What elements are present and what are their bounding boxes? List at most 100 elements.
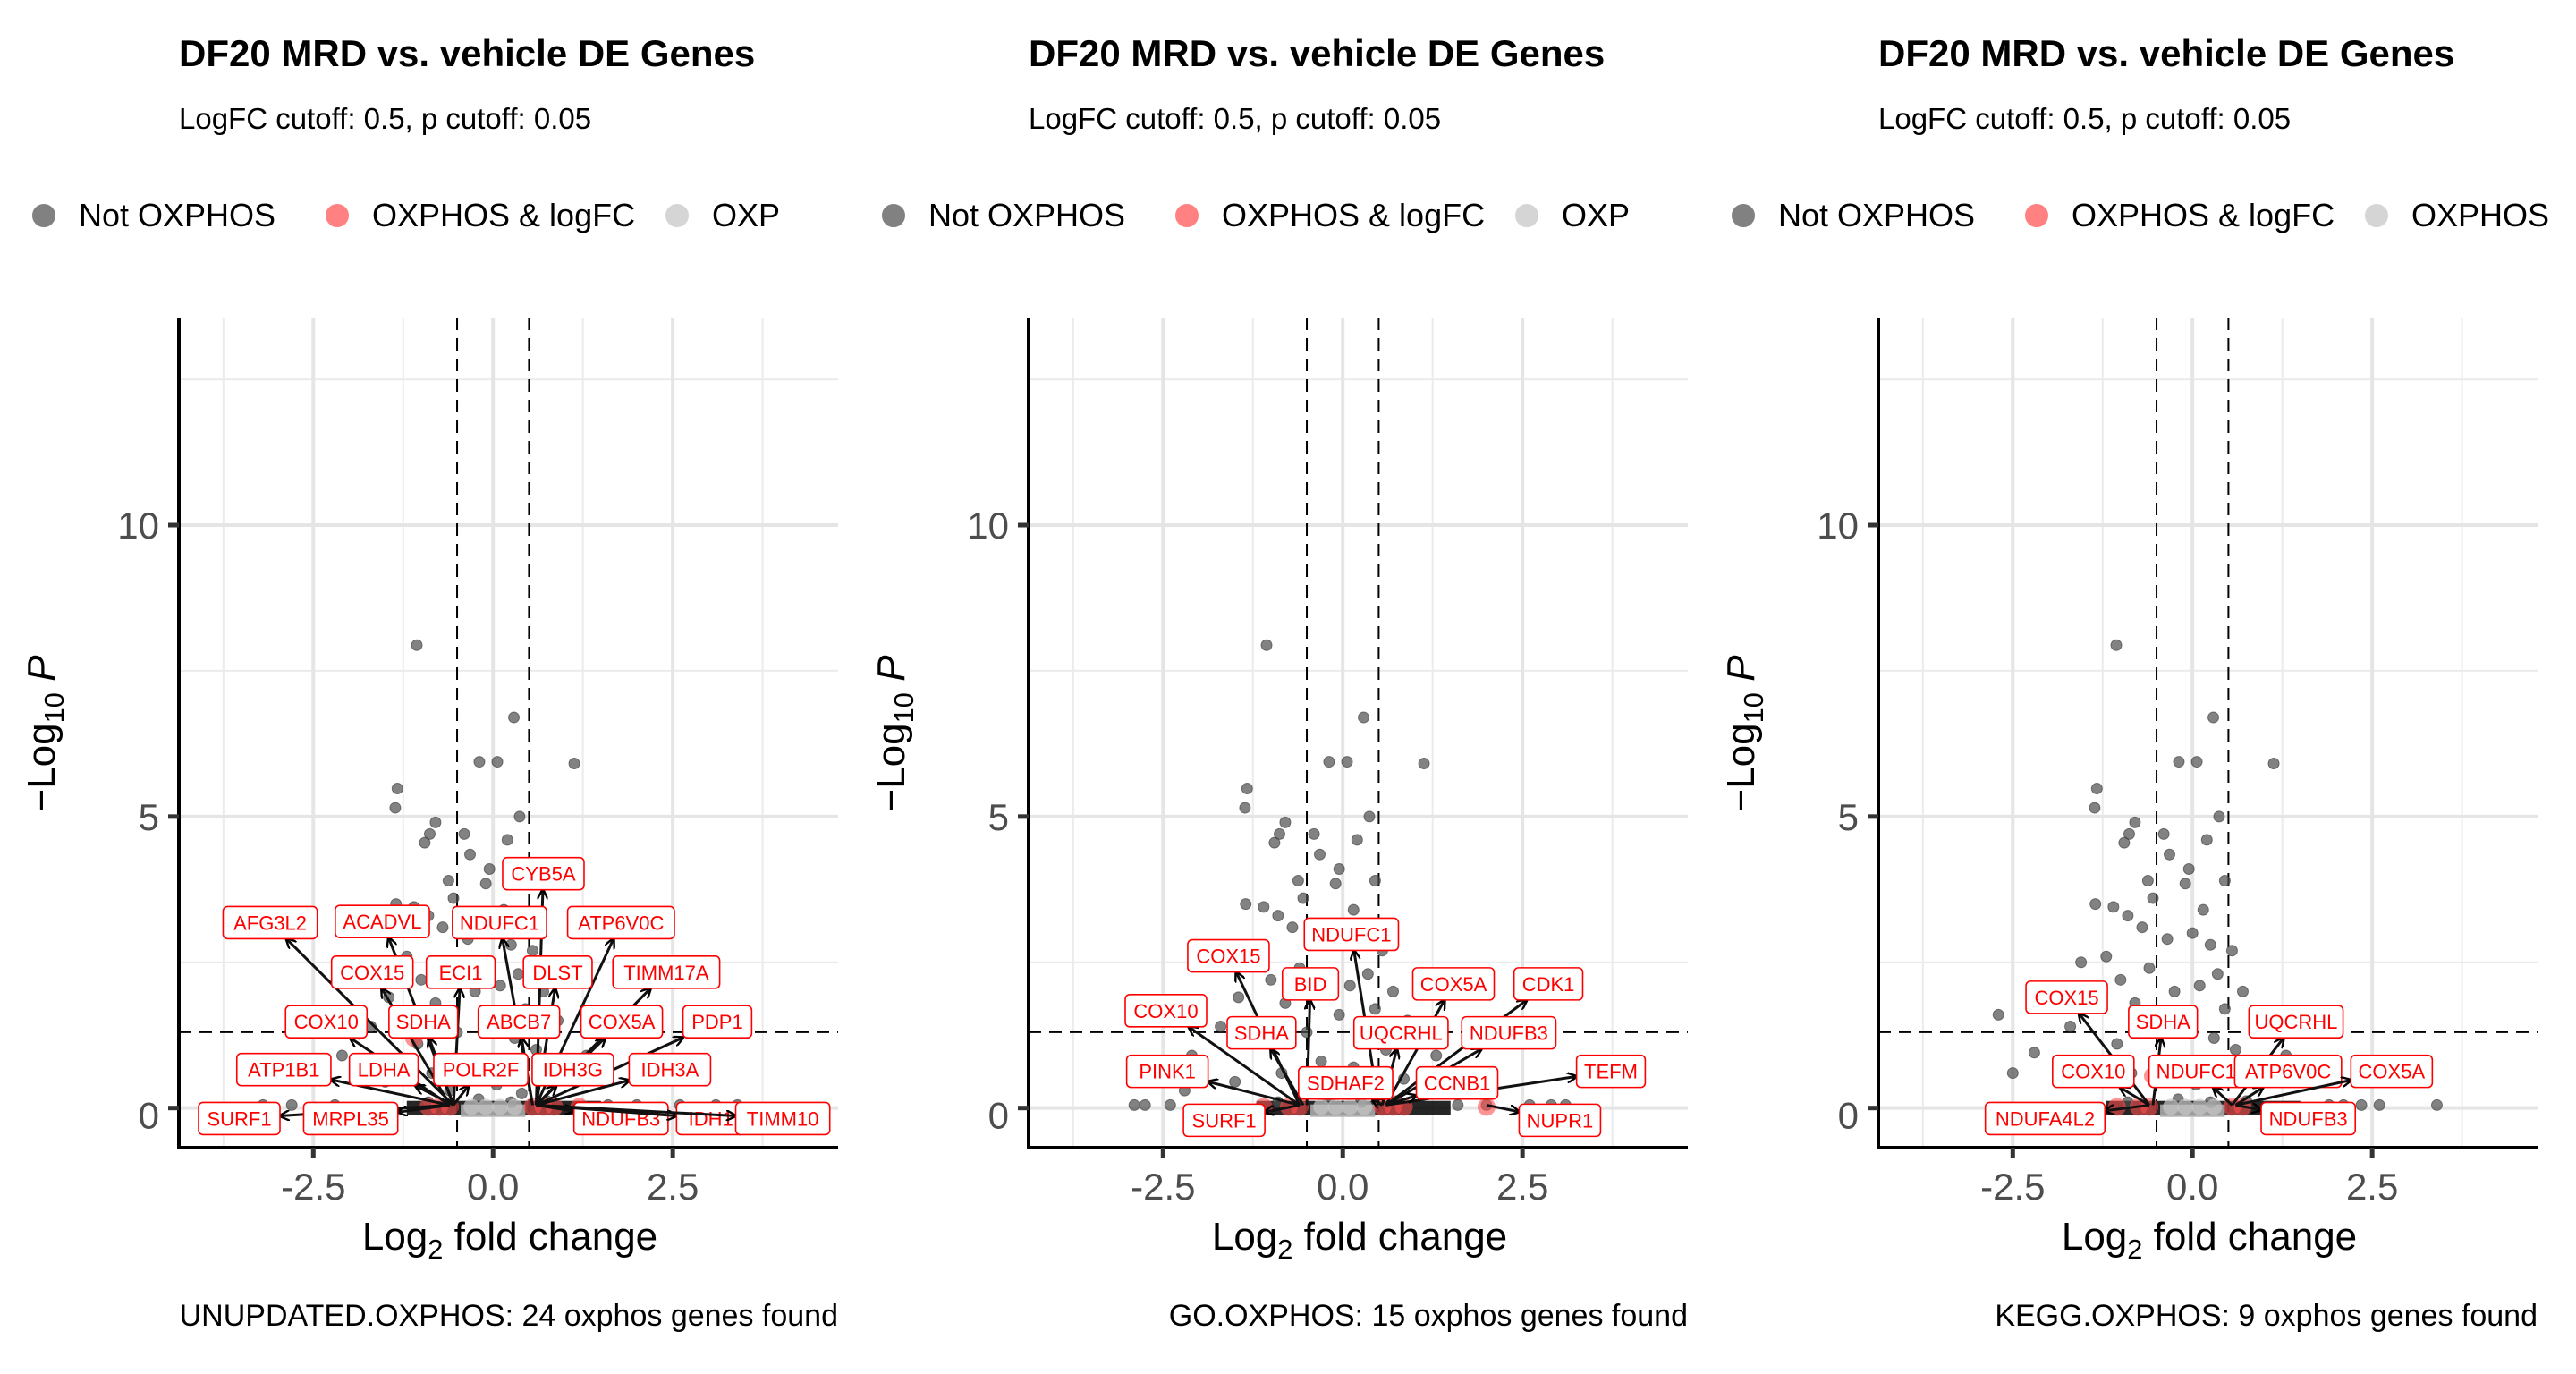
point-not-oxphos [458, 827, 470, 840]
gene-label: SDHAF2 [1298, 1065, 1394, 1100]
point-not-oxphos [1333, 1008, 1345, 1021]
point-not-oxphos [491, 756, 504, 768]
x-tick-label: -2.5 [1980, 1166, 2045, 1208]
point-not-oxphos [2213, 810, 2225, 823]
gene-label-text: CDK1 [1522, 973, 1575, 996]
point-not-oxphos [504, 938, 517, 951]
point-not-oxphos [2200, 834, 2213, 846]
label-connector-arrow [1271, 1049, 1305, 1107]
point-not-oxphos [2229, 1044, 2241, 1056]
gene-label: PINK1 [1125, 1054, 1209, 1089]
gene-label-box [522, 955, 593, 989]
point-not-oxphos [494, 980, 506, 992]
x-tick-label: -2.5 [1131, 1166, 1195, 1208]
point-not-oxphos [2028, 1047, 2040, 1059]
point-oxphos [492, 1098, 509, 1115]
point-not-oxphos [1351, 834, 1363, 846]
gene-label-box [348, 1052, 419, 1087]
point-not-oxphos [1260, 639, 1273, 651]
point-not-oxphos [2218, 875, 2231, 887]
point-not-oxphos [1363, 810, 1376, 823]
gene-label-box [1352, 1015, 1449, 1050]
x-tick-label: 2.5 [1496, 1166, 1548, 1208]
point-not-oxphos [1273, 827, 1285, 840]
point-not-oxphos [2147, 892, 2159, 904]
point-not-oxphos [1343, 980, 1356, 992]
point-oxphos [2163, 1098, 2180, 1115]
point-not-oxphos [2089, 898, 2102, 911]
gene-label: ATP1B1 [235, 1052, 332, 1087]
gene-label: SDHA [388, 1005, 459, 1039]
x-axis-title: Log2 fold change [2061, 1215, 2358, 1265]
gene-label-text: SURF1 [1192, 1109, 1257, 1132]
gene-label-box [222, 905, 318, 940]
legend-label: OXPHOS [2411, 197, 2549, 233]
point-not-oxphos [1430, 1049, 1443, 1062]
point-not-oxphos [1341, 756, 1353, 768]
point-not-oxphos [2173, 756, 2185, 768]
point-not-oxphos [568, 758, 580, 770]
point-not-oxphos [1240, 898, 1252, 911]
point-not-oxphos [419, 836, 431, 849]
x-tick-label: 0.0 [1317, 1166, 1368, 1208]
legend-label: OXP [1562, 197, 1631, 233]
gene-label-box [235, 1052, 332, 1087]
label-connector-arrow [1372, 1099, 1382, 1106]
x-tick-label: 2.5 [2346, 1166, 2398, 1208]
gene-label: POLR2F [433, 1052, 529, 1087]
point-not-oxphos [2179, 878, 2191, 890]
point-not-oxphos [483, 862, 496, 875]
gene-label-box [566, 905, 675, 940]
gene-label-text: IDH3G [543, 1059, 603, 1081]
legend-item-oxphos-logfc: OXPHOS & logFC [2025, 195, 2334, 236]
gene-label-text: CYB5A [511, 863, 575, 886]
panel-title: DF20 MRD vs. vehicle DE Genes [1029, 32, 1606, 74]
point-not-oxphos [2006, 1067, 2019, 1080]
point-not-oxphos [2110, 639, 2123, 651]
gene-label: NDUFC1 [452, 905, 547, 940]
label-connector-arrow [1265, 1103, 1301, 1112]
point-not-oxphos [2430, 1098, 2443, 1111]
gene-label-box [330, 955, 414, 989]
gene-label-text: TEFM [1584, 1061, 1638, 1083]
gene-label-text: COX5A [2359, 1061, 2426, 1083]
gene-label: COX15 [2025, 980, 2108, 1014]
gene-label-text: ECI1 [439, 962, 483, 984]
point-not-oxphos [2114, 973, 2127, 986]
x-axis-title: Log2 fold change [1211, 1215, 1508, 1265]
gene-label-box [452, 905, 547, 940]
gene-label: PDP1 [682, 1005, 753, 1039]
gene-label-text: DLST [532, 962, 582, 984]
gene-label-text: CCNB1 [1424, 1073, 1491, 1095]
gene-label-text: COX5A [1420, 973, 1487, 996]
y-tick-label: 5 [139, 796, 159, 838]
point-not-oxphos [2141, 875, 2154, 887]
gene-label: MRPL35 [302, 1101, 399, 1136]
point-not-oxphos [2075, 956, 2088, 969]
gene-label: COX5A [580, 1005, 664, 1039]
point-not-oxphos [1301, 1026, 1313, 1039]
label-connector-arrow [286, 938, 455, 1107]
point-not-oxphos [1279, 816, 1292, 828]
label-connector-arrow [415, 1086, 454, 1107]
gene-label-text: POLR2F [443, 1059, 520, 1081]
gene-label: SURF1 [1182, 1103, 1266, 1138]
label-connector-arrow [536, 1103, 735, 1115]
legend-item-oxphos: OXP [1515, 195, 1630, 236]
point-not-oxphos [2157, 827, 2170, 840]
gene-label-text: PINK1 [1139, 1061, 1196, 1083]
volcano-panel-go-oxphos: DF20 MRD vs. vehicle DE Genes LogFC cuto… [850, 0, 1699, 1374]
point-not-oxphos [1358, 711, 1370, 724]
point-not-oxphos [2089, 802, 2101, 814]
gene-label-box [477, 1005, 561, 1039]
point-oxphos [506, 1098, 523, 1115]
point-not-oxphos [2225, 945, 2238, 957]
point-not-oxphos [2090, 783, 2103, 795]
legend-dot-oxphos [1515, 204, 1538, 227]
gene-label-text: TIMM17A [623, 962, 709, 984]
gene-label-box [302, 1101, 399, 1136]
label-connector-arrow [536, 1081, 629, 1107]
gene-label-text: SURF1 [207, 1107, 271, 1130]
gene-label: NDUFC1 [1303, 917, 1400, 952]
y-tick-label: 10 [117, 505, 159, 547]
